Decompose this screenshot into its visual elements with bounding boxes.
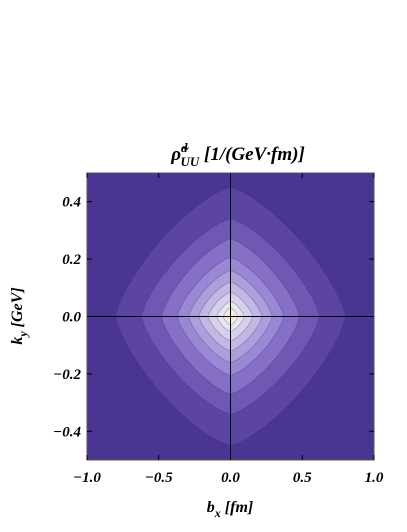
y-tick-label: 0.4 [62,195,81,211]
title-superscript: d [181,140,188,155]
x-tick-label: 0.5 [293,470,312,486]
plot-area [87,173,374,460]
x-tick-label: 0.0 [221,470,240,486]
title-subscript: UU [180,154,199,169]
y-tick-label: 0.0 [62,310,81,326]
y-tick-label: −0.2 [53,367,81,383]
x-tick-label: −0.5 [145,470,173,486]
y-axis-label: ky [GeV] [9,287,30,344]
chart-title: ρ̃d UU [1/(GeV·fm)] [170,140,305,169]
y-tick-label: −0.4 [53,424,81,440]
axis-ticks: −1.0 −0.5 0.0 0.5 1.0 0.4 0.2 0.0 −0.2 −0.4 [53,173,384,486]
x-axis-label: bx [fm] [207,499,253,520]
x-tick-label: −1.0 [73,470,101,486]
title-unit: [1/(GeV·fm)] [199,144,305,165]
x-tick-label: 1.0 [365,470,384,486]
y-tick-label: 0.2 [62,252,81,268]
